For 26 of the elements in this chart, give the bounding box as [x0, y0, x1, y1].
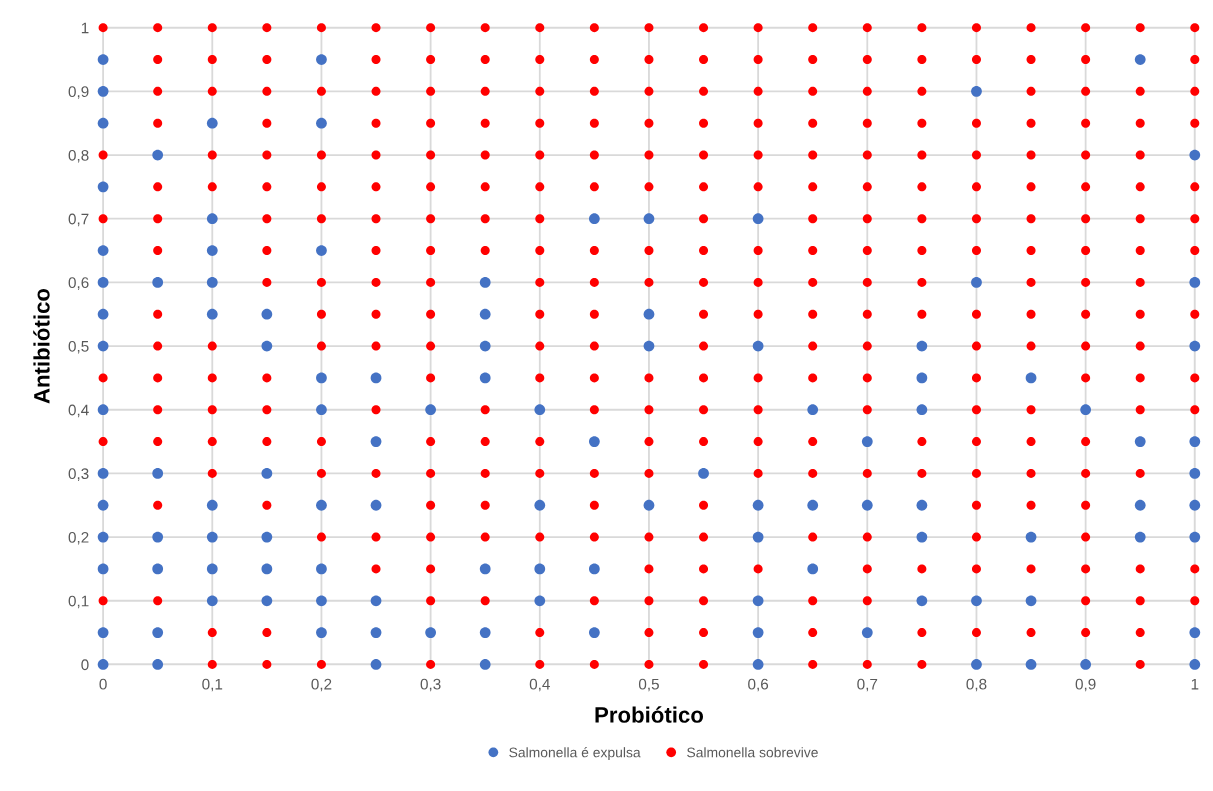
x-tick-label: 0,1 [202, 678, 223, 692]
y-tick-label: 0,5 [68, 340, 89, 354]
x-tick-label: 0,3 [420, 678, 441, 692]
x-tick-label: 0,9 [1075, 678, 1096, 692]
x-tick-label: 0,2 [311, 678, 332, 692]
y-tick-label: 0,9 [68, 86, 89, 99]
y-axis-title: Antibiótico [33, 288, 50, 404]
x-tick-label: 0,7 [857, 678, 878, 692]
y-tick-label: 0,7 [68, 213, 89, 227]
x-tick-label: 1 [1191, 678, 1199, 690]
x-tick-label: 0,8 [966, 678, 987, 692]
x-tick-label: 0 [99, 678, 107, 690]
y-tick-label: 1 [81, 22, 89, 34]
x-tick-label: 0,6 [748, 678, 769, 692]
x-tick-label: 0,4 [529, 678, 550, 692]
y-tick-label: 0,4 [68, 404, 89, 418]
y-tick-label: 0,6 [68, 277, 89, 290]
y-tick-label: 0,2 [68, 531, 89, 545]
y-tick-label: 0 [81, 659, 89, 671]
y-tick-label: 0,8 [68, 149, 89, 163]
y-tick-label: 0,1 [68, 595, 89, 609]
legend-label: Salmonella é expulsa [509, 746, 641, 761]
x-tick-label: 0,5 [638, 678, 659, 692]
x-axis-title: Probiótico [595, 706, 704, 723]
legend-label: Salmonella sobrevive [687, 747, 818, 758]
y-tick-label: 0,3 [68, 468, 89, 481]
